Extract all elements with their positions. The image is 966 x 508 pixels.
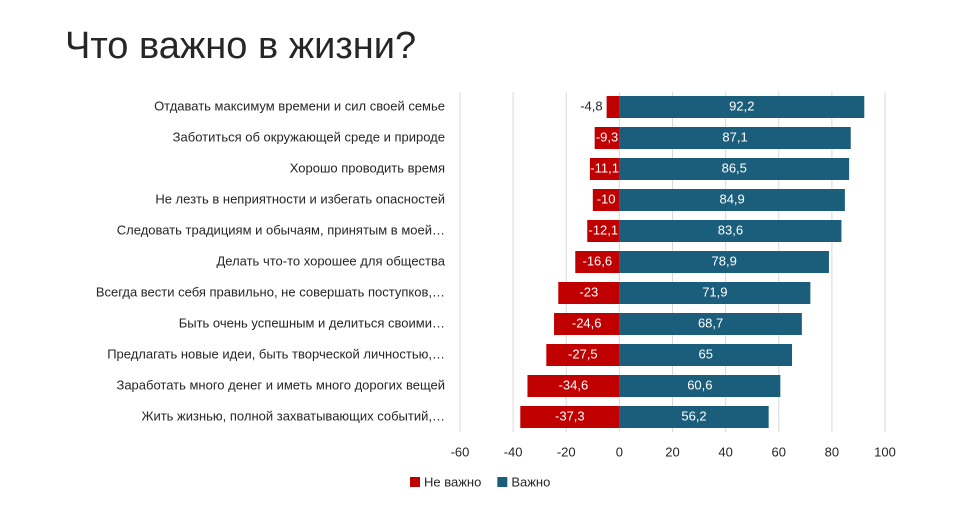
value-label: -23 bbox=[579, 284, 598, 299]
x-tick-label: -40 bbox=[504, 444, 523, 459]
category-label: Заботиться об окружающей среде и природе bbox=[173, 129, 445, 144]
value-label: -11,1 bbox=[590, 160, 619, 175]
value-label: -34,6 bbox=[559, 377, 589, 392]
value-label: -4,8 bbox=[580, 98, 602, 113]
value-label: -24,6 bbox=[572, 315, 602, 330]
bar bbox=[619, 313, 802, 335]
category-label: Отдавать максимум времени и сил своей се… bbox=[154, 98, 445, 113]
category-label: Заработать много денег и иметь много дор… bbox=[116, 377, 445, 392]
bar bbox=[619, 375, 781, 397]
x-tick-label: 80 bbox=[825, 444, 839, 459]
category-label: Делать что-то хорошее для общества bbox=[216, 253, 445, 268]
value-label: 84,9 bbox=[719, 191, 744, 206]
x-tick-label: -20 bbox=[557, 444, 576, 459]
x-tick-label: 20 bbox=[665, 444, 679, 459]
bar bbox=[619, 127, 851, 149]
bar bbox=[558, 282, 620, 304]
bar bbox=[527, 375, 620, 397]
bar bbox=[619, 158, 850, 180]
value-label: 56,2 bbox=[681, 408, 706, 423]
bar bbox=[619, 189, 845, 211]
bar bbox=[575, 251, 620, 273]
value-label: -27,5 bbox=[568, 346, 598, 361]
value-label: -16,6 bbox=[583, 253, 613, 268]
value-label: -10 bbox=[597, 191, 616, 206]
bar bbox=[587, 220, 620, 242]
legend-swatch bbox=[410, 477, 420, 487]
value-label: 86,5 bbox=[722, 160, 747, 175]
bar bbox=[606, 96, 620, 118]
category-label: Всегда вести себя правильно, не совершат… bbox=[96, 284, 445, 299]
x-tick-label: 0 bbox=[616, 444, 623, 459]
bar bbox=[546, 344, 620, 366]
x-tick-label: 40 bbox=[718, 444, 732, 459]
bar bbox=[554, 313, 620, 335]
chart-title: Что важно в жизни? bbox=[65, 25, 416, 67]
bar bbox=[619, 220, 842, 242]
category-label: Следовать традициям и обычаям, принятым … bbox=[117, 222, 445, 237]
category-label: Быть очень успешным и делиться своими… bbox=[179, 315, 445, 330]
legend-swatch bbox=[497, 477, 508, 487]
bar bbox=[619, 344, 793, 366]
legend-label: Не важно bbox=[424, 474, 481, 489]
value-label: 65 bbox=[698, 346, 712, 361]
bar bbox=[619, 96, 865, 118]
bar bbox=[589, 158, 620, 180]
value-label: -9,3 bbox=[596, 129, 618, 144]
bar bbox=[619, 406, 769, 428]
value-label: 68,7 bbox=[698, 315, 723, 330]
x-tick-label: 100 bbox=[874, 444, 896, 459]
value-label: 83,6 bbox=[718, 222, 743, 237]
category-label: Предлагать новые идеи, быть творческой л… bbox=[107, 346, 445, 361]
value-label: 71,9 bbox=[702, 284, 727, 299]
value-label: 87,1 bbox=[722, 129, 747, 144]
bar bbox=[520, 406, 620, 428]
category-label: Не лезть в неприятности и избегать опасн… bbox=[155, 191, 445, 206]
bar bbox=[594, 127, 620, 149]
value-label: 60,6 bbox=[687, 377, 712, 392]
value-label: -12,1 bbox=[588, 222, 618, 237]
bar bbox=[592, 189, 620, 211]
value-label: 92,2 bbox=[729, 98, 754, 113]
category-label: Жить жизнью, полной захватывающих событи… bbox=[141, 408, 445, 423]
bar bbox=[619, 251, 829, 273]
category-label: Хорошо проводить время bbox=[290, 160, 445, 175]
value-label: 78,9 bbox=[712, 253, 737, 268]
bar bbox=[619, 282, 811, 304]
x-tick-label: -60 bbox=[451, 444, 470, 459]
x-tick-label: 60 bbox=[772, 444, 786, 459]
legend-label: Важно bbox=[511, 474, 550, 489]
value-label: -37,3 bbox=[555, 408, 585, 423]
